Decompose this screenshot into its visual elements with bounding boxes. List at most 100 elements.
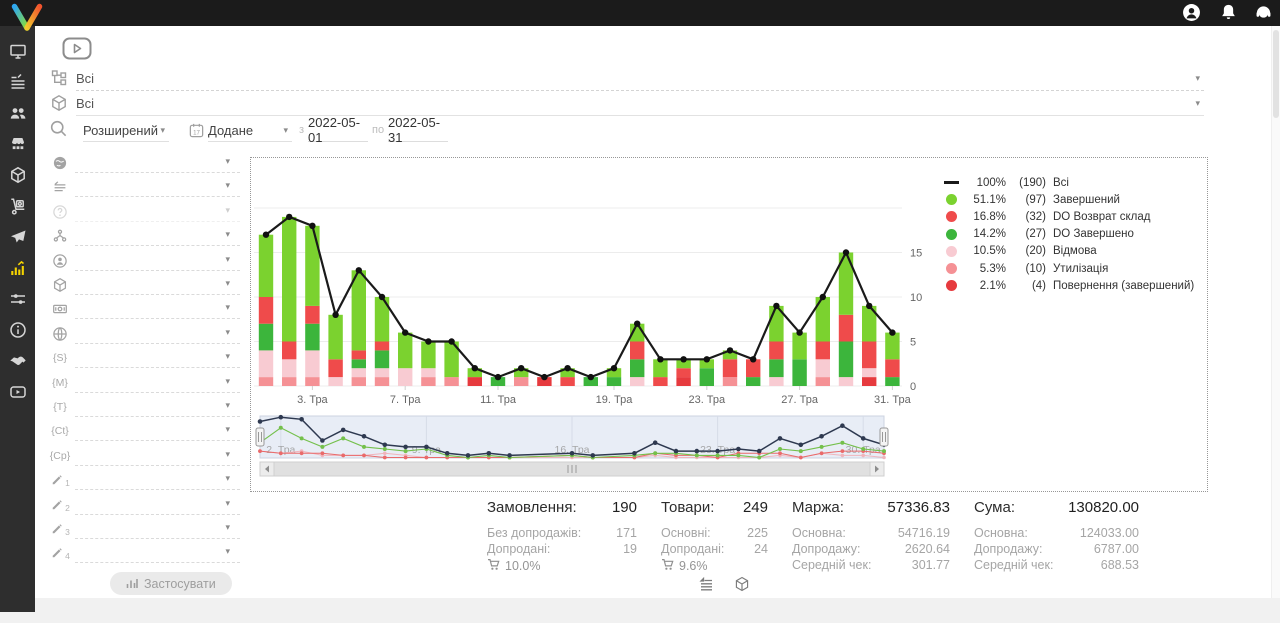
- chevron-down-icon: ▾: [225, 473, 230, 484]
- chevron-down-icon: ▾: [225, 326, 230, 337]
- filter-select-utm-content[interactable]: ▾: [75, 419, 240, 442]
- filter-select-unknown[interactable]: ▾: [75, 200, 240, 222]
- legend-swatch-icon: [940, 194, 962, 206]
- date-field-select[interactable]: Додане ▾: [208, 119, 292, 142]
- filter-select-custom-field-1[interactable]: ▾: [75, 468, 240, 491]
- chevron-down-icon: ▾: [225, 156, 230, 166]
- filter-select-custom-field-3[interactable]: ▾: [75, 517, 240, 539]
- svg-text:5: 5: [910, 337, 916, 349]
- sidebar-item-marketing-send-icon[interactable]: [7, 226, 28, 247]
- legend-item[interactable]: 10.5% (20) Відмова: [940, 243, 1202, 260]
- filter-select-source[interactable]: ▾: [75, 151, 240, 173]
- utm-medium-icon: {M}: [52, 376, 68, 389]
- stats-column: Сума: 130820.00 Основна: 124033.00 Допрода…: [974, 499, 1139, 574]
- sidebar-item-video-video-box-icon[interactable]: [7, 381, 28, 402]
- custom-field-4-icon: 4: [50, 543, 70, 563]
- date-from-input[interactable]: 2022-05-01: [308, 115, 368, 145]
- navigator-scrollbar[interactable]: [259, 461, 885, 477]
- chevron-down-icon: ▾: [225, 204, 230, 215]
- statuses-icon: [50, 177, 70, 197]
- sidebar-item-clients-users-icon[interactable]: [7, 102, 28, 123]
- payment-icon: [50, 299, 70, 319]
- filter-select-custom-field-4[interactable]: ▾: [75, 541, 240, 564]
- calendar-icon: 17: [185, 119, 207, 141]
- filter-select-utm-medium[interactable]: ▾: [75, 371, 240, 393]
- sidebar-item-partners-handshake-icon[interactable]: [7, 350, 28, 371]
- navigator-handle[interactable]: [879, 427, 889, 447]
- stats-row: Допродані: 19: [487, 542, 637, 556]
- sidebar-item-purchases-trolley-icon[interactable]: [7, 195, 28, 216]
- stats-row: Допродані: 24: [661, 542, 768, 556]
- legend-item[interactable]: 14.2% (27) DO Завершено: [940, 226, 1202, 243]
- sidebar-item-warehouse-store-icon[interactable]: [7, 133, 28, 154]
- legend-item[interactable]: 51.1% (97) Завершений: [940, 191, 1202, 208]
- product-filter-select[interactable]: Всі ▾: [76, 91, 1204, 116]
- video-tutorial-button[interactable]: [62, 37, 92, 65]
- search-mode-select[interactable]: Розширений ▾: [83, 119, 169, 142]
- chevron-down-icon: ▾: [283, 124, 288, 135]
- stats-row: Основні: 225: [661, 526, 768, 540]
- chart-container: [250, 157, 1208, 492]
- support-headset-icon[interactable]: [1254, 3, 1273, 22]
- filter-select-payment[interactable]: ▾: [75, 297, 240, 320]
- svg-text:27. Тра: 27. Тра: [781, 394, 819, 406]
- filter-select-site[interactable]: ▾: [75, 322, 240, 344]
- filter-select-utm-campaign[interactable]: ▾: [75, 444, 240, 466]
- legend-item[interactable]: 16.8% (32) DO Возврат склад: [940, 208, 1202, 225]
- sidebar-item-automation-sliders-icon[interactable]: [7, 288, 28, 309]
- filter-select-product-type[interactable]: ▾: [75, 273, 240, 295]
- sidebar-item-products-package-icon[interactable]: [7, 164, 28, 185]
- utm-campaign-icon: {Cp}: [49, 449, 71, 462]
- manager-icon: [50, 251, 70, 271]
- date-to-input[interactable]: 2022-05-31: [388, 115, 448, 145]
- search-mode-value: Розширений: [83, 122, 158, 138]
- products-box-toggle-icon[interactable]: [733, 575, 751, 593]
- summary-stats: Замовлення: 190 Без допродажів: 171 Допрод…: [487, 499, 1139, 574]
- stats-row: Без допродажів: 171: [487, 526, 637, 540]
- orders-list-toggle-icon[interactable]: [697, 575, 715, 593]
- product-package-icon: [48, 92, 70, 114]
- sidebar: [0, 26, 35, 612]
- chart-legend: 100% (190) Всі 51.1% (97) Завершений 16.…: [940, 174, 1202, 294]
- filter-select-statuses[interactable]: ▾: [75, 175, 240, 198]
- legend-item[interactable]: 5.3% (10) Утилізація: [940, 260, 1202, 277]
- filter-select-manager[interactable]: ▾: [75, 249, 240, 271]
- legend-swatch-icon: [940, 181, 962, 184]
- notifications-bell-icon[interactable]: [1219, 3, 1238, 22]
- cart-icon: [487, 558, 500, 574]
- site-icon: [50, 324, 70, 344]
- filter-select-utm-source[interactable]: ▾: [75, 346, 240, 369]
- navigator-handle[interactable]: [255, 427, 265, 447]
- svg-text:19. Тра: 19. Тра: [596, 394, 634, 406]
- upsell-percent: 9.6%: [661, 558, 768, 574]
- bottom-strip: [0, 598, 1280, 623]
- chart-navigator[interactable]: 2. Тра 9. Тра 16. Тра 23. Тра 30. Тра: [252, 414, 898, 480]
- svg-text:17: 17: [193, 129, 200, 136]
- sidebar-item-statistics-chart-icon[interactable]: [7, 257, 28, 278]
- svg-text:15: 15: [910, 248, 922, 260]
- account-icon[interactable]: [1182, 3, 1201, 22]
- category-filter-select[interactable]: Всі ▾: [76, 66, 1204, 91]
- filter-select-structure[interactable]: ▾: [75, 224, 240, 247]
- sidebar-item-orders-orders-list-icon[interactable]: [7, 71, 28, 92]
- apply-button[interactable]: Застосувати: [110, 572, 232, 595]
- legend-item[interactable]: 2.1% (4) Повернення (завершений): [940, 277, 1202, 294]
- app-logo-icon[interactable]: [7, 0, 47, 37]
- sidebar-item-info-info-circle-icon[interactable]: [7, 319, 28, 340]
- filter-panel: ▾ ▾ ▾ ▾ ▾ ▾ ▾ ▾ {S} ▾ {M} ▾ {T} ▾ {Ct} ▾ {Cp}…: [48, 153, 243, 573]
- legend-swatch-icon: [940, 280, 962, 292]
- chevron-down-icon: ▾: [225, 375, 230, 386]
- chevron-down-icon: ▾: [225, 497, 230, 508]
- legend-item[interactable]: 100% (190) Всі: [940, 174, 1202, 191]
- category-filter-value: Всі: [76, 70, 95, 86]
- legend-swatch-icon: [940, 245, 962, 257]
- chevron-down-icon: ▾: [225, 253, 230, 264]
- filter-select-custom-field-2[interactable]: ▾: [75, 493, 240, 515]
- vertical-scrollbar[interactable]: [1271, 26, 1280, 598]
- chevron-down-icon: ▾: [1195, 72, 1200, 83]
- orders-chart[interactable]: 3. Тра 7. Тра 11. Тра 19. Тра 23. Тра 27…: [252, 159, 930, 411]
- topbar: [0, 0, 1280, 26]
- filter-select-utm-term[interactable]: ▾: [75, 395, 240, 417]
- sidebar-item-dashboard-monitor-icon[interactable]: [7, 40, 28, 61]
